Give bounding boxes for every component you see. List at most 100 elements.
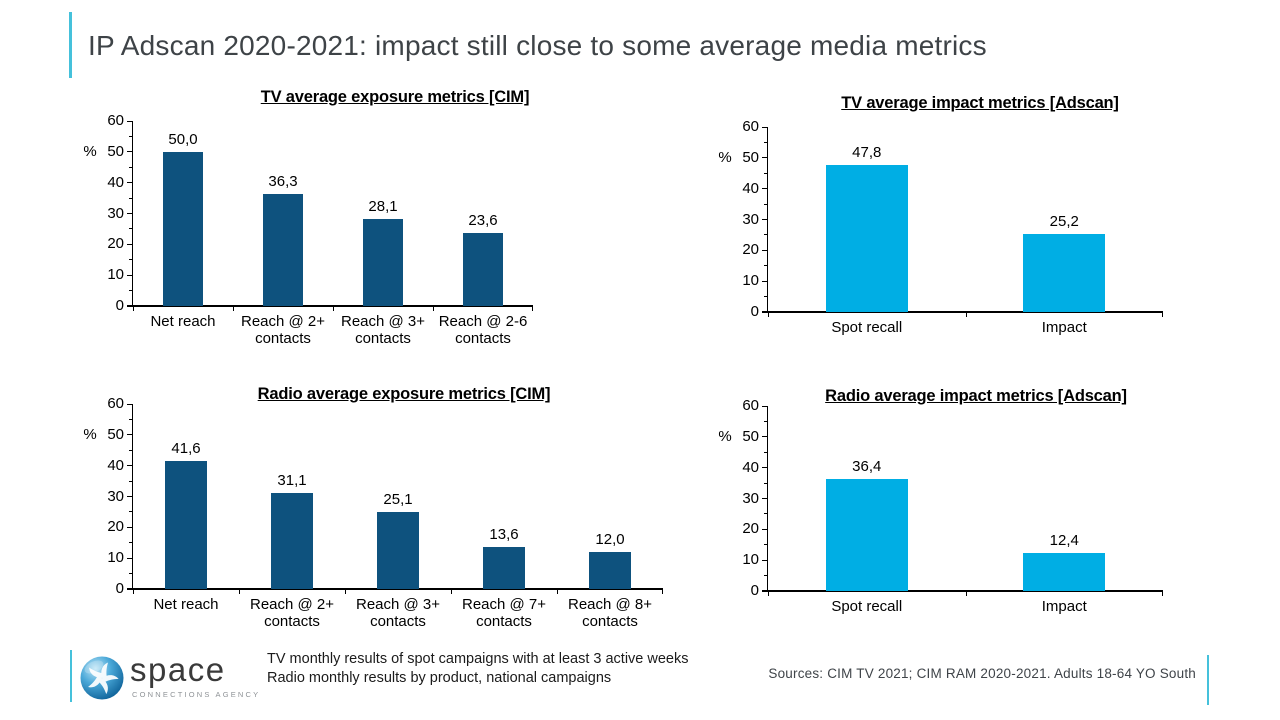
y-major-tick [762,157,768,159]
footnotes: TV monthly results of spot campaigns wit… [267,650,689,687]
sources-note: Sources: CIM TV 2021; CIM RAM 2020-2021.… [768,666,1196,681]
y-tick-label: 60 [742,397,759,414]
x-category-label: Impact [1041,319,1087,336]
bar-value-label: 41,6 [171,439,201,457]
y-major-tick [762,405,768,407]
x-boundary-tick [133,306,134,311]
bar [589,552,631,589]
y-minor-tick [129,449,132,451]
y-major-tick [762,467,768,469]
bar [1023,234,1106,312]
y-major-tick [762,559,768,561]
y-tick-label: 60 [742,118,759,135]
x-axis-line [762,311,1163,313]
y-tick-label: 60 [107,112,124,129]
y-minor-tick [129,259,132,261]
x-boundary-tick [345,589,346,594]
y-minor-tick [764,544,767,546]
bar [165,460,207,589]
x-boundary-tick [532,306,533,311]
x-boundary-tick [1162,312,1163,317]
x-boundary-tick [965,591,967,596]
y-tick-label: 30 [107,204,124,222]
x-category-label: Reach @ 8+ contacts [567,596,653,630]
bar-value-label: 50,0 [168,130,198,148]
bar-value-label: 25,1 [383,490,413,508]
bar-value-label: 36,3 [268,173,298,191]
y-axis-unit-label: % [83,425,97,443]
space-logo-icon [80,656,124,700]
footer-accent-bar-left [70,650,72,702]
bar-value-label: 12,4 [1049,531,1079,549]
y-tick-label: 50 [742,148,759,166]
y-major-tick [127,434,133,436]
bar-value-label: 13,6 [489,526,519,544]
y-tick-label: 0 [750,582,759,599]
slide-title: IP Adscan 2020-2021: impact still close … [88,30,987,61]
bar-value-label: 36,4 [852,457,882,475]
y-minor-tick [764,141,767,143]
y-tick-label: 30 [742,210,759,228]
y-tick-label: 60 [107,395,124,412]
y-major-tick [127,403,133,405]
x-category-label: Net reach [153,596,219,613]
y-minor-tick [764,296,767,298]
y-major-tick [127,526,133,528]
y-tick-label: 40 [742,458,759,476]
y-minor-tick [764,172,767,174]
chart-title: Radio average exposure metrics [CIM] [257,385,551,403]
bar [483,547,525,589]
y-axis-unit-label: % [83,142,97,160]
x-boundary-tick [133,589,134,594]
y-axis-unit-label: % [718,148,732,166]
x-category-label: Reach @ 2+ contacts [249,596,335,630]
y-major-tick [762,498,768,499]
y-tick-label: 10 [742,272,759,290]
y-tick-label: 50 [107,425,124,443]
y-minor-tick [764,203,767,205]
footnote-radio: Radio monthly results by product, nation… [267,669,612,686]
bar-value-label: 47,8 [852,143,882,161]
chart-title: Radio average impact metrics [Adscan] [825,387,1127,405]
bar-value-label: 28,1 [368,198,398,216]
x-boundary-tick [333,306,334,311]
y-major-tick [762,188,768,190]
x-category-label: Reach @ 2+ contacts [240,313,326,347]
y-tick-label: 0 [115,580,124,597]
y-major-tick [127,243,133,245]
title-accent-bar [69,12,72,78]
bar [463,233,503,306]
y-tick-label: 50 [742,427,759,445]
bar [377,511,419,589]
y-minor-tick [129,135,132,137]
x-boundary-tick [662,589,663,594]
y-minor-tick [129,290,132,292]
x-boundary-tick [239,589,240,594]
y-minor-tick [764,420,767,422]
x-boundary-tick [433,306,434,311]
x-boundary-tick [557,589,558,594]
y-tick-label: 20 [107,518,124,536]
y-minor-tick [764,482,767,484]
x-category-label: Spot recall [831,598,903,615]
x-boundary-tick [1162,591,1163,596]
footer-accent-bar-right [1207,655,1209,705]
y-tick-label: 0 [115,297,124,314]
y-minor-tick [764,451,767,453]
x-boundary-tick [451,589,452,594]
x-axis-line [762,590,1163,592]
x-boundary-tick [965,312,967,317]
bar-value-label: 12,0 [595,531,625,548]
x-category-label: Reach @ 3+ contacts [355,596,441,630]
y-tick-label: 20 [107,235,124,253]
x-category-label: Net reach [150,313,216,330]
x-boundary-tick [768,591,769,596]
y-tick-label: 30 [107,487,124,505]
y-major-tick [127,557,133,559]
y-minor-tick [764,513,767,515]
